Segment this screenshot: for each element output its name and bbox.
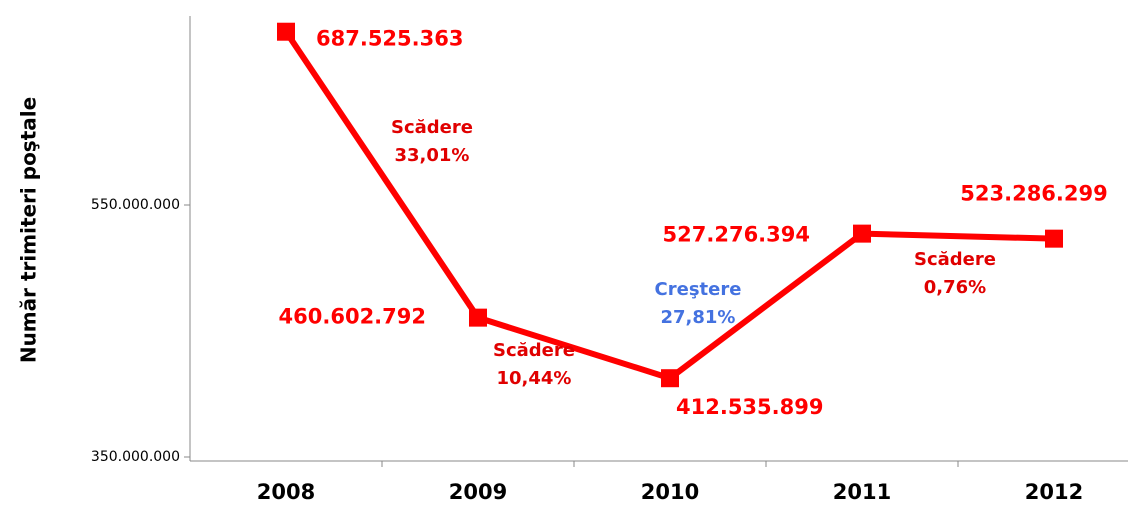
x-tick-label: 2010	[641, 480, 699, 504]
y-tick-label: 550.000.000	[91, 197, 180, 213]
x-tick-label: 2012	[1025, 480, 1083, 504]
annotation: Scădere	[914, 249, 996, 270]
data-label: 687.525.363	[316, 27, 463, 51]
marker	[277, 22, 295, 41]
data-label: 523.286.299	[960, 182, 1107, 206]
x-tick-label: 2009	[449, 480, 507, 504]
y-axis-label: Număr trimiteri poştale	[17, 97, 41, 363]
y-tick-label: 350.000.000	[91, 449, 180, 465]
annotation: Creştere	[655, 279, 742, 300]
marker	[853, 224, 871, 243]
data-label: 527.276.394	[663, 223, 810, 247]
annotation: 0,76%	[924, 277, 986, 298]
annotation: 27,81%	[661, 307, 736, 328]
x-tick-label: 2011	[833, 480, 891, 504]
annotation: Scădere	[391, 117, 473, 138]
marker	[469, 308, 487, 327]
x-tick-label: 2008	[257, 480, 315, 504]
marker	[1045, 229, 1063, 248]
marker	[661, 369, 679, 388]
data-label: 460.602.792	[279, 305, 426, 329]
annotation: 10,44%	[497, 368, 572, 389]
data-label: 412.535.899	[676, 395, 823, 419]
annotation: 33,01%	[395, 145, 470, 166]
annotation: Scădere	[493, 340, 575, 361]
